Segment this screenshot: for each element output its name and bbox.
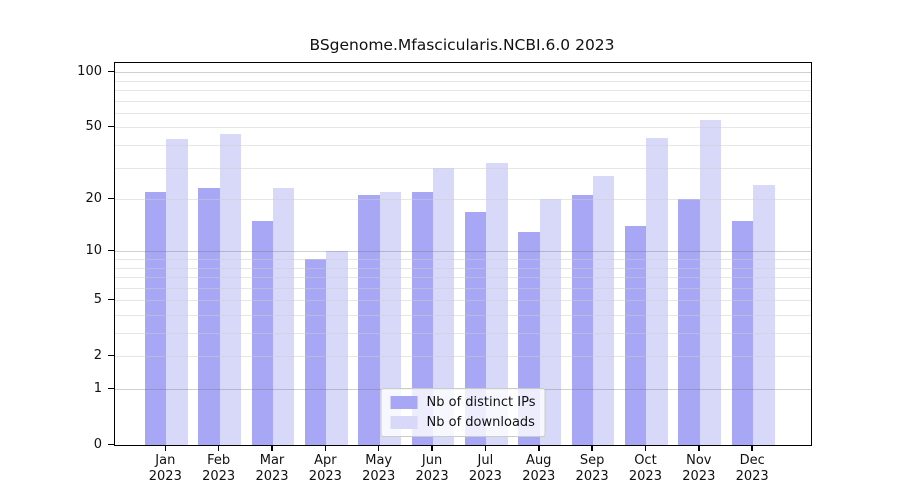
gridline-3 [115,333,811,335]
legend: Nb of distinct IPs Nb of downloads [380,388,546,437]
y-tick-label-10: 10 [85,242,102,258]
gridline-6 [115,287,811,289]
x-tick-label-apr: Apr 2023 [308,453,342,484]
bar-distinct-ips-jan [144,191,167,445]
gridline-20 [115,199,811,201]
gridline-60 [115,112,811,114]
x-tick-label-dec: Dec 2023 [735,453,769,484]
gridline-70 [115,100,811,102]
gridline-80 [115,90,811,92]
y-tick-label-20: 20 [85,190,102,206]
gridline-90 [115,80,811,82]
x-tick-label-may: May 2023 [362,453,396,484]
legend-item-downloads: Nb of downloads [390,415,536,430]
x-tick-label-aug: Aug 2023 [522,453,556,484]
bar-downloads-jan [166,139,188,445]
y-tick-label-2: 2 [93,347,102,363]
x-tick-aug [538,445,540,451]
bar-distinct-ips-jul [465,211,487,445]
x-tick-jun [431,445,433,451]
bar-downloads-feb [219,134,242,445]
x-tick-sep [591,445,593,451]
y-tick-1 [108,387,114,389]
plot-area: Nb of distinct IPs Nb of downloads [114,62,812,446]
y-tick-50 [108,125,114,128]
bar-distinct-ips-sep [571,195,594,445]
y-tick-label-50: 50 [85,118,102,134]
x-tick-apr [324,445,327,451]
y-tick-0 [108,443,114,445]
bar-distinct-ips-apr [304,259,327,445]
x-tick-label-mar: Mar 2023 [255,453,289,484]
x-tick-dec [751,445,753,451]
bar-distinct-ips-oct [625,226,647,445]
gridline-8 [115,267,811,269]
x-tick-nov [698,445,700,451]
bar-downloads-jun [433,167,455,445]
x-tick-label-jan: Jan 2023 [148,453,182,484]
y-tick-label-1: 1 [93,380,102,396]
legend-swatch-distinct-ips [390,396,418,409]
x-tick-label-oct: Oct 2023 [628,453,662,484]
x-tick-jan [164,445,167,451]
gridline-10 [115,251,811,253]
chart-title: BSgenome.Mfascicularis.NCBI.6.0 2023 [309,36,615,54]
x-tick-oct [644,445,647,451]
y-tick-label-0: 0 [93,436,102,452]
y-tick-5 [108,298,114,301]
bar-downloads-jul [486,162,508,445]
legend-label-distinct-ips: Nb of distinct IPs [426,395,536,410]
gridline-50 [115,127,811,129]
bar-downloads-aug [539,199,562,445]
gridline-7 [115,277,811,279]
bar-downloads-oct [646,137,668,445]
x-tick-label-sep: Sep 2023 [575,453,609,484]
gridline-30 [115,167,811,169]
bar-downloads-apr [326,251,348,445]
gridline-4 [115,314,811,316]
bar-downloads-mar [273,188,295,445]
y-tick-2 [108,354,114,357]
bar-downloads-may [379,191,402,445]
y-tick-label-100: 100 [77,63,102,79]
y-tick-20 [108,197,114,200]
gridline-40 [115,145,811,147]
bar-distinct-ips-may [358,195,380,445]
x-tick-jul [484,445,487,451]
x-tick-label-nov: Nov 2023 [682,453,716,484]
y-tick-label-5: 5 [93,291,102,307]
x-tick-label-feb: Feb 2023 [202,453,236,484]
x-tick-may [377,445,380,451]
x-tick-label-jul: Jul 2023 [468,453,502,484]
x-tick-mar [271,445,273,451]
legend-swatch-downloads [390,416,418,429]
gridline-2 [115,356,811,358]
legend-label-downloads: Nb of downloads [426,415,535,430]
gridline-100 [115,72,811,74]
y-tick-100 [108,70,114,73]
bar-downloads-sep [593,175,615,445]
legend-item-distinct-ips: Nb of distinct IPs [390,395,536,410]
x-tick-feb [217,445,220,451]
bar-distinct-ips-jun [411,191,434,445]
bar-distinct-ips-nov [678,199,700,445]
gridline-9 [115,259,811,260]
bar-distinct-ips-feb [198,188,220,445]
gridline-5 [115,300,811,302]
y-tick-10 [108,249,114,252]
x-tick-label-jun: Jun 2023 [415,453,449,484]
bar-downloads-nov [699,119,722,445]
